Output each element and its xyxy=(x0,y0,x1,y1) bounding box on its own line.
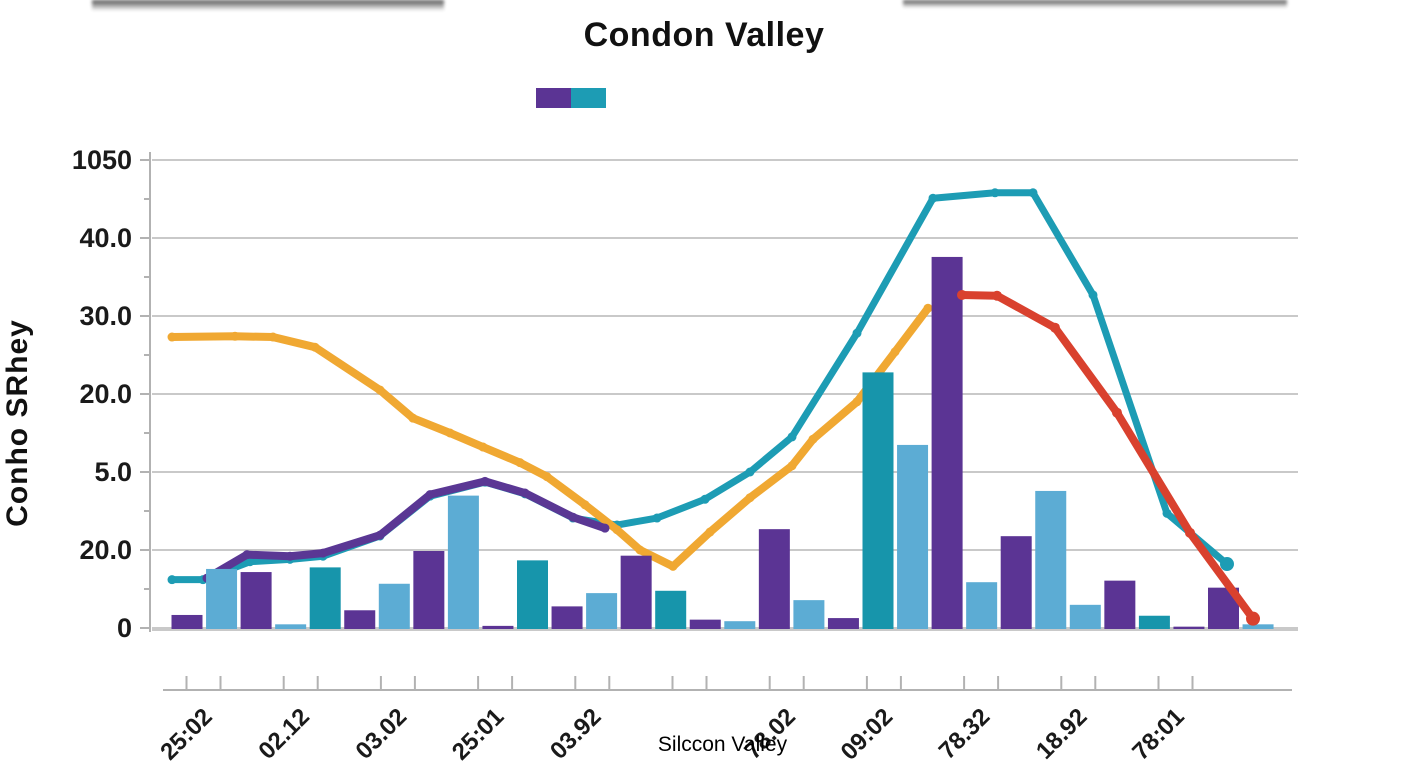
teal-line-marker xyxy=(1162,508,1172,518)
bar xyxy=(206,568,238,629)
legend-swatch-teal xyxy=(571,88,606,108)
bar xyxy=(1104,580,1136,629)
bar xyxy=(724,621,756,629)
bar xyxy=(240,572,272,629)
bar xyxy=(447,495,479,629)
bar xyxy=(378,583,410,629)
bar xyxy=(1000,536,1032,629)
teal-line xyxy=(168,189,1231,584)
red-line-marker xyxy=(1246,611,1260,626)
purple-line-marker xyxy=(425,490,435,500)
orange-line-marker xyxy=(923,303,933,313)
top-edge-artifact-left xyxy=(92,0,444,11)
bar xyxy=(862,372,894,629)
bar xyxy=(482,625,514,629)
bar xyxy=(586,593,618,629)
orange-line-marker xyxy=(808,434,818,444)
red-line-marker xyxy=(1050,322,1060,333)
teal-line-marker xyxy=(745,467,755,477)
red-line-marker xyxy=(992,290,1002,301)
orange-line-marker xyxy=(478,442,488,452)
bar xyxy=(931,256,963,629)
orange-line-marker xyxy=(445,428,455,438)
legend xyxy=(536,88,606,108)
y-tick-label: 0 xyxy=(117,613,132,643)
bar xyxy=(1035,490,1067,629)
bar xyxy=(517,560,548,629)
red-line xyxy=(958,290,1257,623)
orange-line-marker xyxy=(852,397,862,407)
teal-line-marker xyxy=(928,193,938,203)
teal-line-marker xyxy=(1220,557,1234,572)
teal-line-marker xyxy=(1028,188,1038,198)
orange-line-marker xyxy=(580,500,590,510)
bar xyxy=(793,600,825,629)
bar xyxy=(1069,604,1101,629)
y-tick-label: 20.0 xyxy=(79,535,132,565)
orange-line-marker xyxy=(515,458,525,468)
orange-line-marker xyxy=(408,413,418,423)
teal-line-marker xyxy=(700,494,710,504)
orange-line-marker xyxy=(542,472,552,482)
bar xyxy=(413,551,445,629)
y-tick-label: 1050 xyxy=(72,145,132,175)
purple-line xyxy=(203,477,609,583)
teal-line-marker xyxy=(652,513,662,523)
red-line-marker xyxy=(957,289,967,300)
bar xyxy=(655,590,687,629)
orange-line-marker xyxy=(268,332,278,342)
purple-line-marker xyxy=(568,512,578,522)
bar xyxy=(758,529,790,629)
chart-title: Condon Valley xyxy=(583,16,825,54)
orange-line-marker xyxy=(787,461,797,471)
teal-line-marker xyxy=(852,328,862,338)
bar xyxy=(171,614,203,629)
y-tick-label: 40.0 xyxy=(79,223,132,253)
bar xyxy=(551,606,583,629)
teal-line-marker xyxy=(245,557,255,567)
orange-line-marker xyxy=(705,527,715,537)
teal-line-marker xyxy=(167,575,177,585)
red-line-marker xyxy=(1185,527,1195,538)
orange-line-marker xyxy=(167,332,177,342)
orange-line-marker xyxy=(635,545,645,555)
bar xyxy=(1138,615,1170,629)
bar xyxy=(827,618,859,629)
bar xyxy=(966,582,998,629)
y-tick-label: 5.0 xyxy=(94,457,132,487)
orange-line-marker xyxy=(745,493,755,503)
purple-line-marker xyxy=(600,523,610,533)
bar xyxy=(689,619,721,629)
purple-line-marker xyxy=(242,550,252,560)
orange-line-marker xyxy=(310,342,320,352)
bar xyxy=(897,444,929,629)
purple-line-marker xyxy=(375,530,385,540)
bar xyxy=(309,567,341,629)
teal-line-marker xyxy=(1088,290,1098,300)
y-tick-label: 20.0 xyxy=(79,379,132,409)
bar xyxy=(344,610,376,629)
orange-line-marker xyxy=(890,347,900,357)
orange-line-marker xyxy=(668,561,678,571)
purple-line-marker xyxy=(520,488,530,498)
legend-swatch-purple xyxy=(536,88,571,108)
orange-line-marker xyxy=(375,385,385,395)
purple-line-marker xyxy=(480,476,490,486)
purple-line-marker xyxy=(318,548,328,558)
orange-line-marker xyxy=(612,525,622,535)
y-tick-label: 30.0 xyxy=(79,301,132,331)
top-edge-artifact-right xyxy=(903,0,1287,8)
teal-line-marker xyxy=(787,432,797,442)
orange-line-marker xyxy=(230,331,240,341)
bar xyxy=(620,555,652,629)
teal-line-marker xyxy=(990,188,1000,198)
bar xyxy=(1242,624,1274,629)
bar xyxy=(1173,626,1205,629)
red-line-marker xyxy=(1112,407,1122,418)
purple-line-marker xyxy=(285,551,295,561)
x-axis-title: Silccon Valley xyxy=(657,733,788,756)
bar xyxy=(275,624,307,629)
